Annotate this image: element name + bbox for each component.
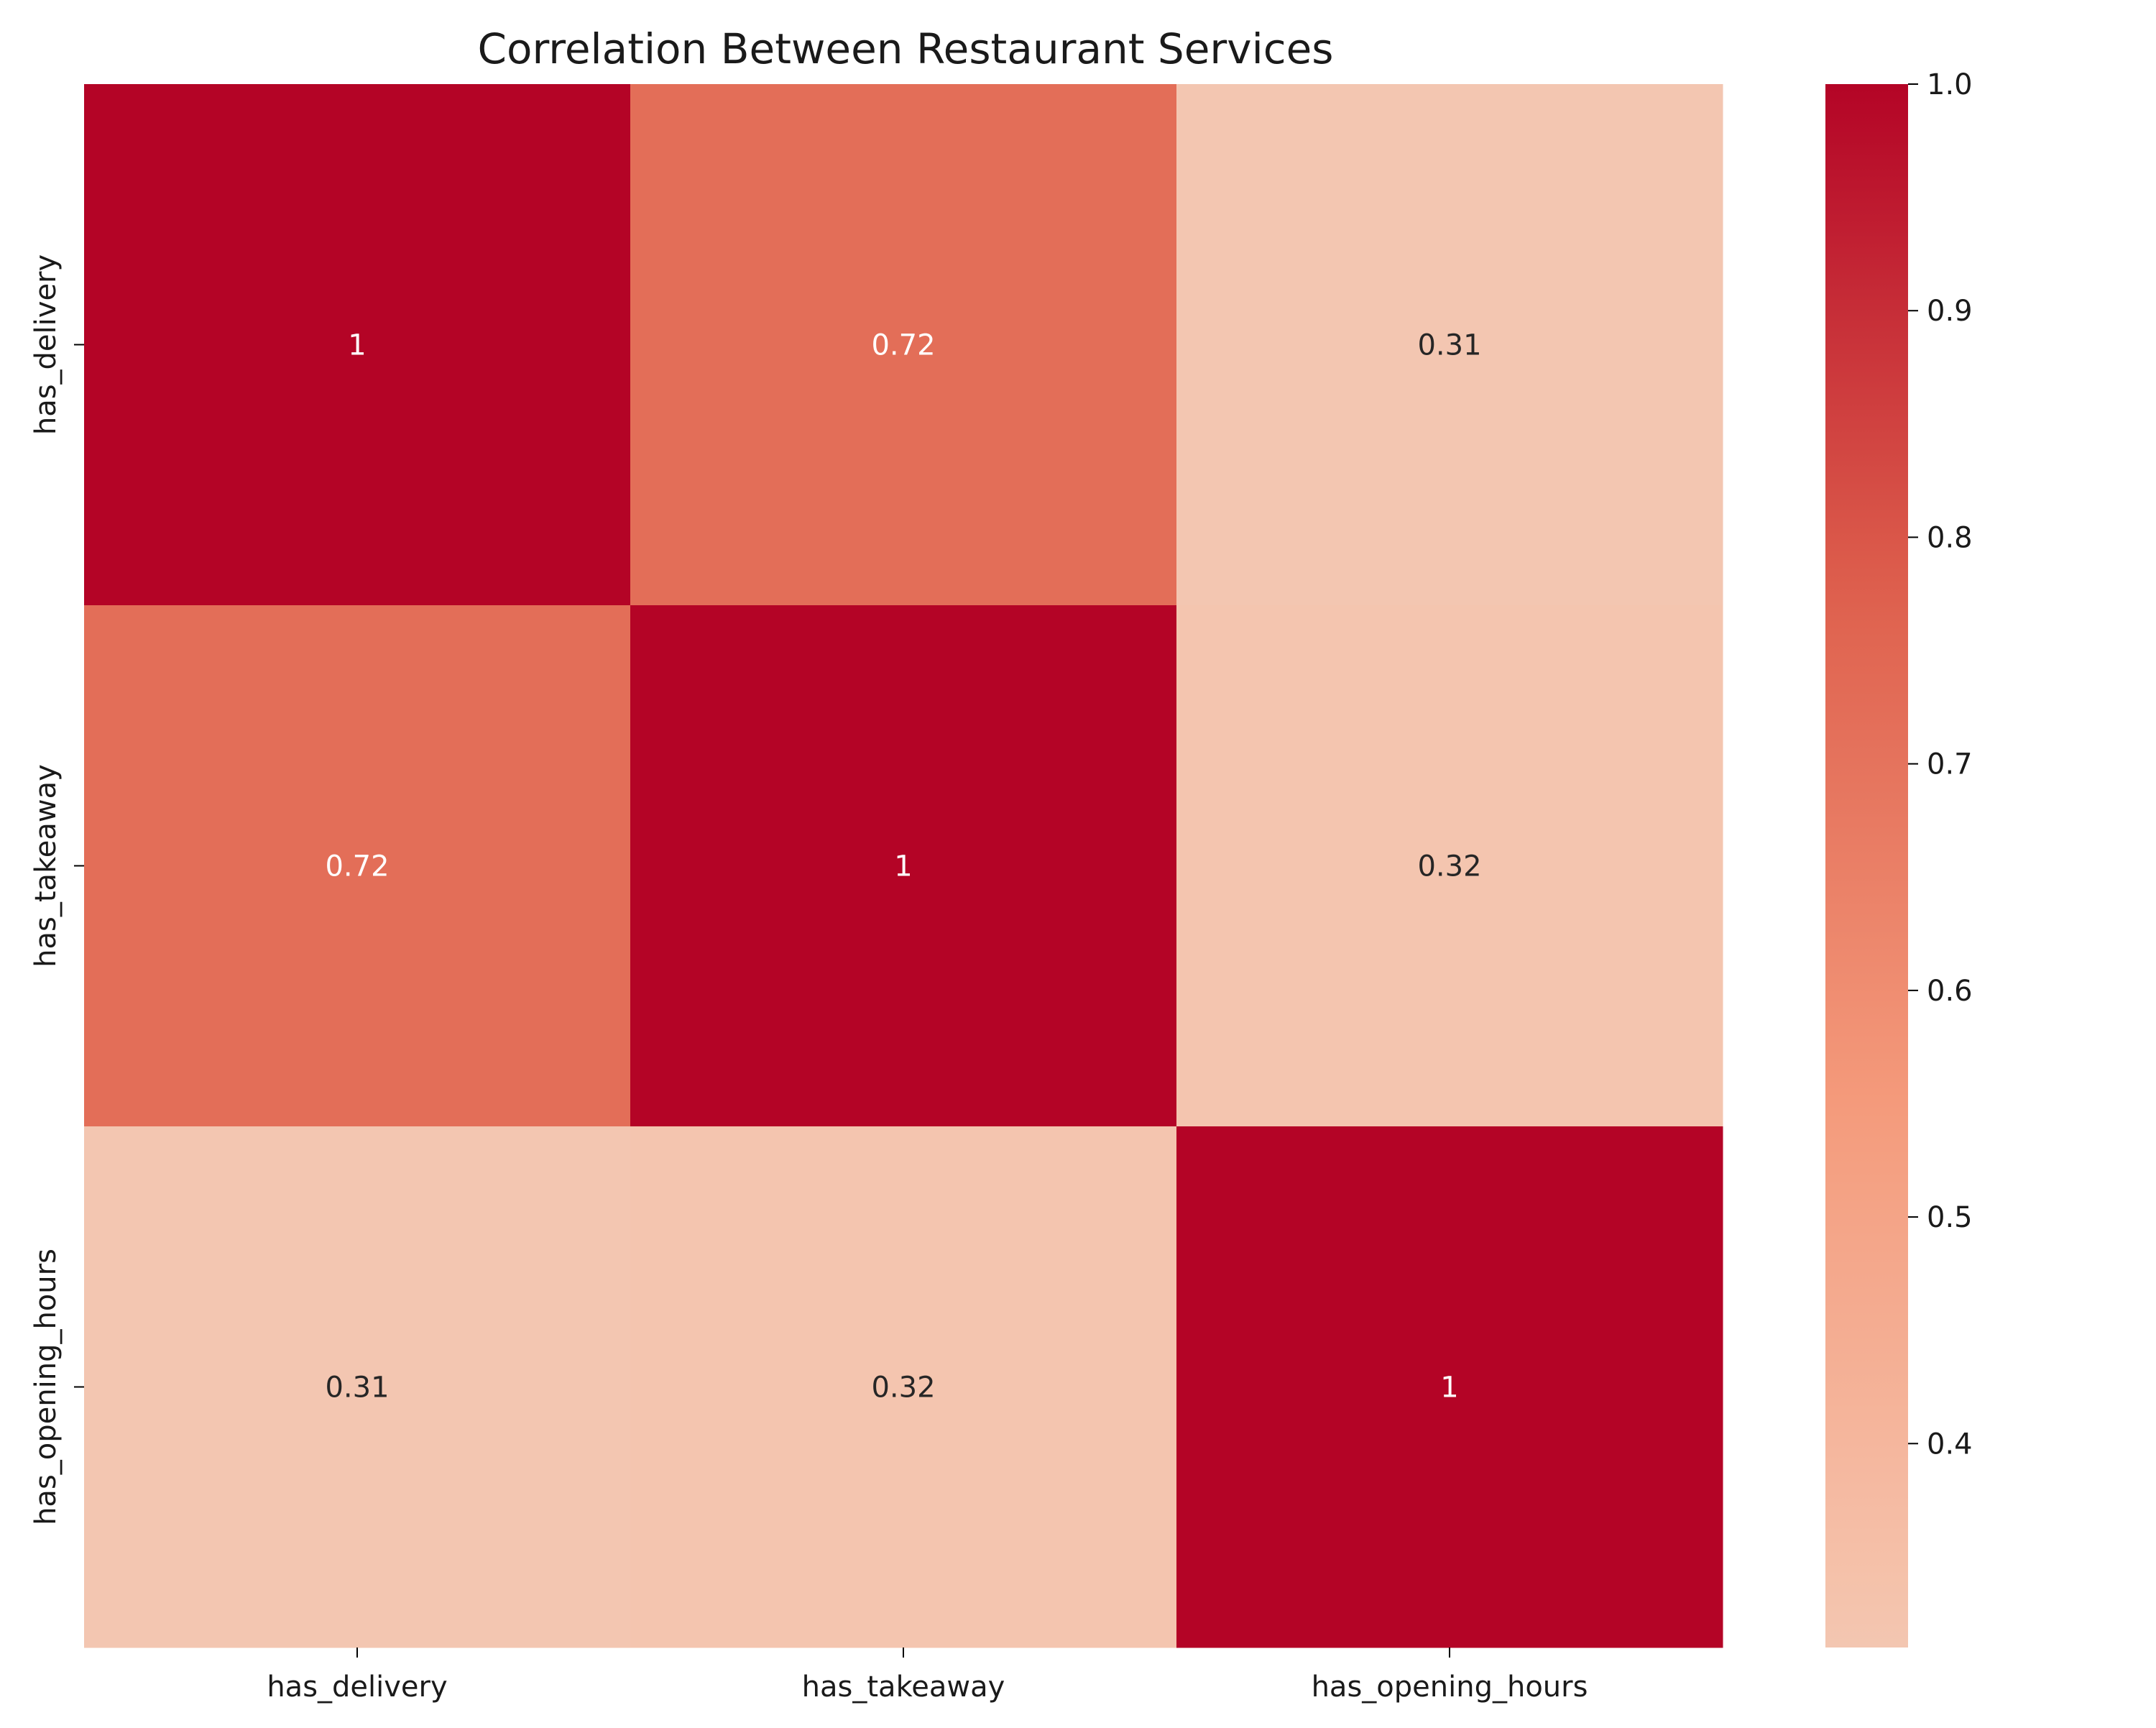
y-tick-label: has_delivery	[29, 254, 63, 435]
chart-title: Correlation Between Restaurant Services	[477, 24, 1333, 73]
heatmap-cell	[630, 605, 1177, 1127]
cell-value-label: 0.32	[1417, 850, 1481, 883]
x-tick-label: has_delivery	[267, 1670, 447, 1704]
heatmap-cell	[630, 84, 1177, 606]
colorbar-tick-label: 0.7	[1927, 748, 1973, 781]
x-tick-label: has_opening_hours	[1312, 1670, 1588, 1704]
heatmap-cell	[84, 605, 631, 1127]
colorbar-tick-label: 0.9	[1927, 295, 1973, 328]
colorbar-tick-label: 0.8	[1927, 521, 1973, 554]
cell-value-label: 1	[894, 850, 912, 883]
heatmap-cell	[1176, 1126, 1723, 1648]
cell-value-label: 0.72	[325, 850, 389, 883]
heatmap-cell	[84, 1126, 631, 1648]
heatmap-cell	[1176, 605, 1723, 1127]
colorbar-tick-label: 1.0	[1927, 68, 1973, 101]
cell-value-label: 1	[348, 329, 366, 362]
x-tick-label: has_takeaway	[802, 1670, 1005, 1704]
heatmap-cells: 1 0.72 0.31 0.72 1 0.32 0.31 0.32 1	[84, 84, 1723, 1648]
colorbar-gradient	[1825, 84, 1908, 1647]
heatmap-cell	[630, 1126, 1177, 1648]
heatmap-cell	[1176, 84, 1723, 606]
cell-value-label: 0.72	[871, 329, 935, 362]
heatmap-cell	[84, 84, 631, 606]
cell-value-label: 0.31	[1417, 329, 1481, 362]
y-tick-label: has_takeaway	[29, 764, 63, 968]
y-tick-label: has_opening_hours	[29, 1249, 63, 1525]
colorbar-tick-label: 0.6	[1927, 975, 1973, 1008]
cell-value-label: 0.31	[325, 1371, 389, 1405]
colorbar: 0.4 0.5 0.6 0.7 0.8 0.9 1.0	[1825, 68, 1973, 1647]
heatmap-axes: has_delivery has_takeaway has_opening_hour…	[29, 254, 1588, 1704]
cell-value-label: 0.32	[871, 1371, 935, 1405]
colorbar-tick-label: 0.4	[1927, 1428, 1973, 1461]
colorbar-tick-label: 0.5	[1927, 1201, 1973, 1234]
cell-value-label: 1	[1440, 1371, 1458, 1405]
